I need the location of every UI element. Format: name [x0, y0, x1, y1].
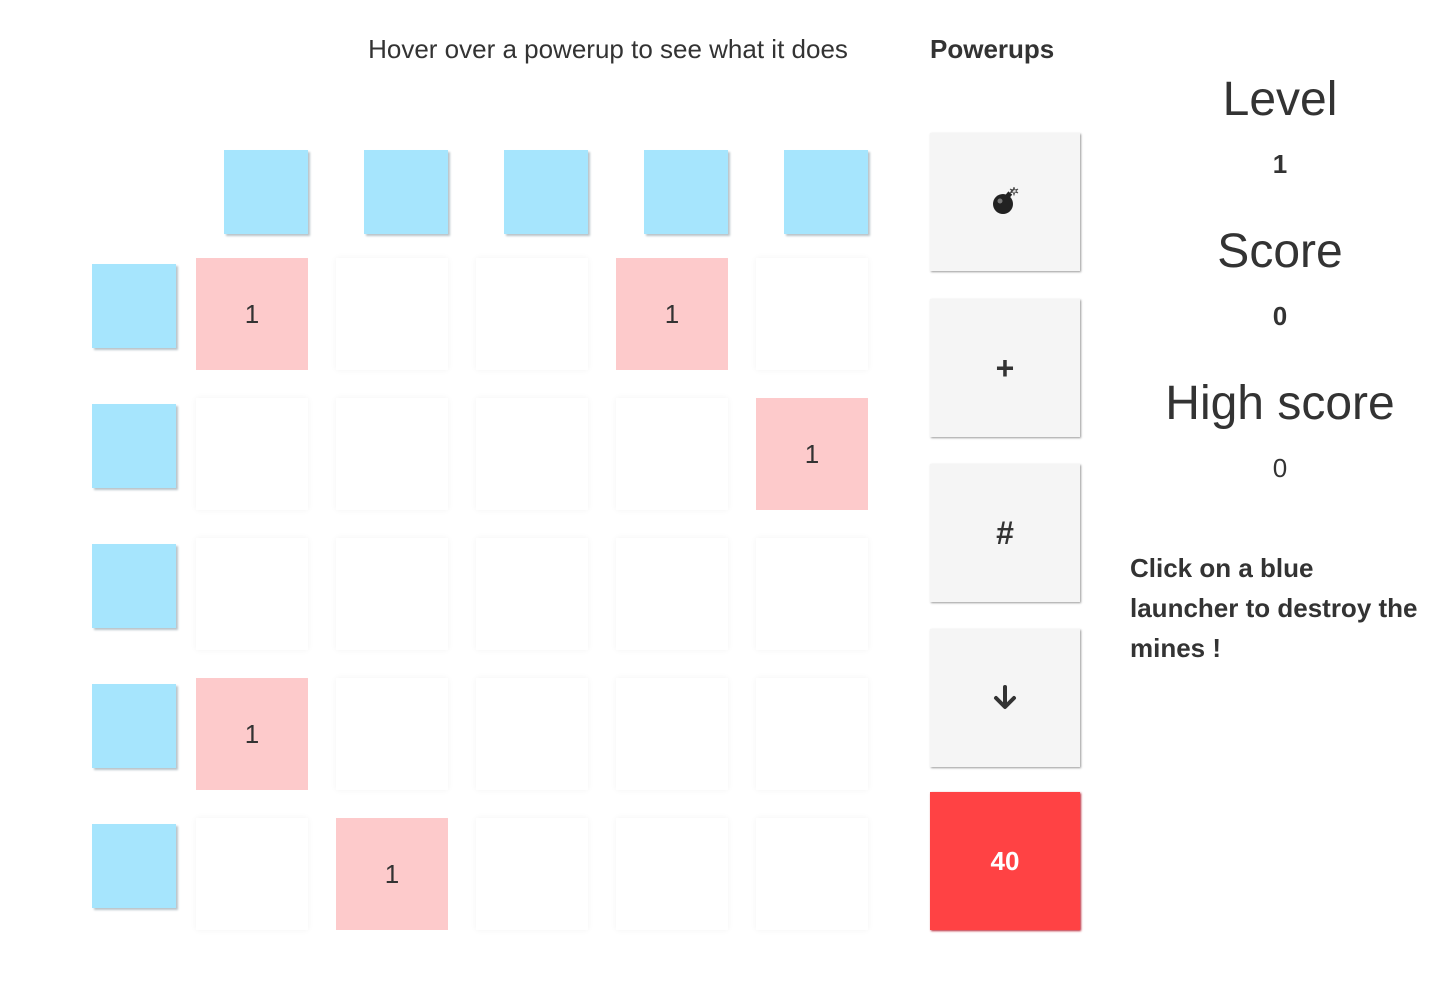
mine-counter: 40: [930, 792, 1080, 930]
launcher-left-3[interactable]: [92, 544, 176, 628]
grid-cell: [616, 818, 728, 930]
grid-cell: [476, 818, 588, 930]
grid-cell: [476, 538, 588, 650]
high-score-value: 0: [1272, 453, 1288, 483]
grid-cell: [336, 678, 448, 790]
powerup-hash-button[interactable]: #: [930, 464, 1080, 602]
launcher-left-1[interactable]: [92, 264, 176, 348]
grid-cell: [756, 818, 868, 930]
score-value: 0: [1272, 301, 1288, 331]
launcher-top-5[interactable]: [784, 150, 868, 234]
bomb-icon: [990, 187, 1020, 217]
launcher-top-4[interactable]: [644, 150, 728, 234]
grid-cell: [756, 258, 868, 370]
grid-cell: 1: [196, 678, 308, 790]
instructions: Click on a blue launcher to destroy the …: [1130, 553, 1418, 663]
level-value: 1: [1272, 149, 1288, 179]
grid-cell: [756, 678, 868, 790]
grid-cell: [196, 398, 308, 510]
grid-cell: [336, 538, 448, 650]
grid-cell: [616, 678, 728, 790]
hash-icon: #: [996, 514, 1014, 551]
score-label: Score: [1217, 225, 1343, 278]
powerup-plus-button[interactable]: +: [930, 299, 1080, 437]
grid-cell: [196, 818, 308, 930]
launcher-top-3[interactable]: [504, 150, 588, 234]
grid-cell: 1: [756, 398, 868, 510]
grid-cell: [336, 398, 448, 510]
grid-cell: [476, 258, 588, 370]
grid-cell: [196, 538, 308, 650]
high-score-label: High score: [1165, 377, 1395, 430]
grid-cell: 1: [196, 258, 308, 370]
grid-cell: [336, 258, 448, 370]
grid-cell: 1: [616, 258, 728, 370]
launcher-left-4[interactable]: [92, 684, 176, 768]
grid-cell: [616, 398, 728, 510]
powerups-title: Powerups: [930, 34, 1055, 64]
powerup-hint: Hover over a powerup to see what it does: [368, 34, 848, 64]
launcher-top-2[interactable]: [364, 150, 448, 234]
mine-counter-value: 40: [990, 845, 1020, 876]
down-arrow-icon: [992, 685, 1018, 711]
grid-cell: [476, 398, 588, 510]
grid-cell: [476, 678, 588, 790]
grid-cell: 1: [336, 818, 448, 930]
launcher-top-1[interactable]: [224, 150, 308, 234]
grid-cell: [756, 538, 868, 650]
grid-cell: [616, 538, 728, 650]
powerup-bomb-button[interactable]: [930, 133, 1080, 271]
launcher-left-2[interactable]: [92, 404, 176, 488]
plus-icon: +: [995, 349, 1015, 386]
launcher-left-5[interactable]: [92, 824, 176, 908]
powerup-down-arrow-button[interactable]: [930, 629, 1080, 767]
level-label: Level: [1222, 73, 1338, 126]
